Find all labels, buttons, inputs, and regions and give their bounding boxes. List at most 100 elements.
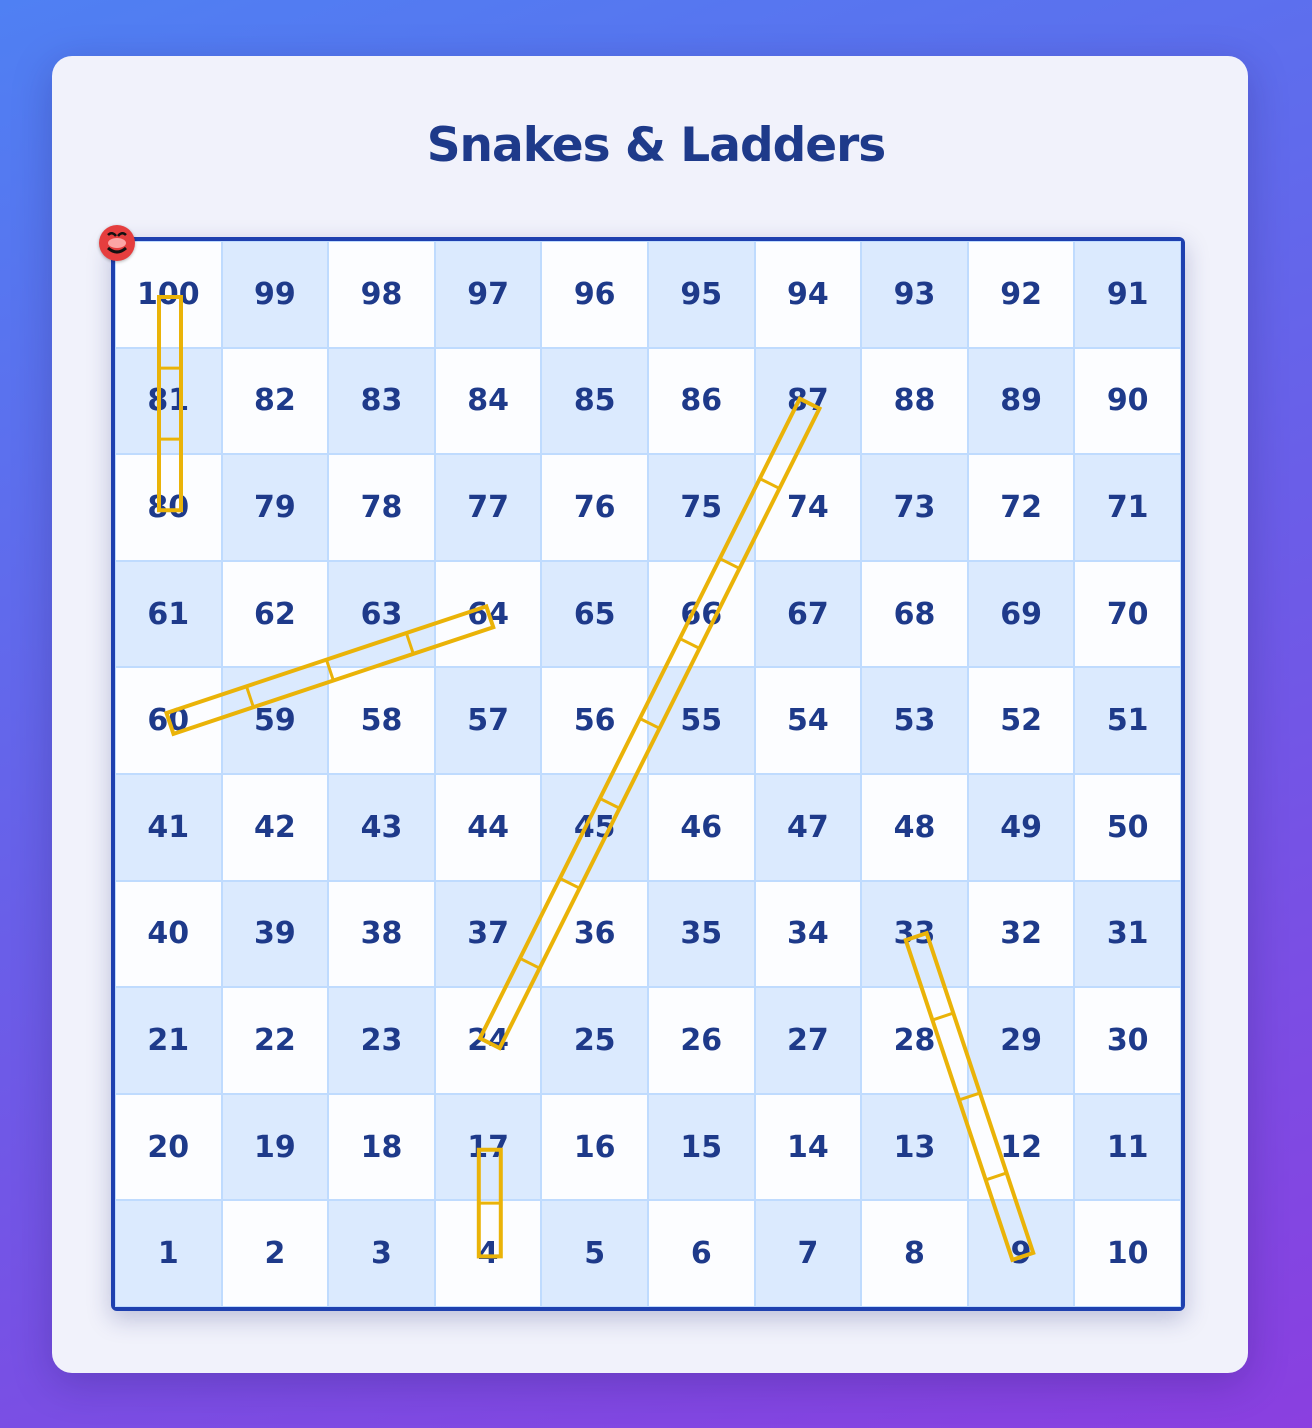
board-cell-52: 52	[967, 667, 1075, 774]
page-title: Snakes & Ladders	[426, 118, 887, 173]
board-cell-75: 75	[647, 454, 755, 561]
board-cell-83: 83	[328, 347, 435, 455]
board-cell-70: 70	[1074, 560, 1181, 668]
board-cell-59: 59	[221, 667, 329, 774]
board-cell-9: 9	[967, 1200, 1075, 1307]
board-cell-99: 99	[221, 241, 329, 348]
board-cell-12: 12	[967, 1093, 1075, 1201]
board-cell-60: 60	[115, 667, 222, 774]
board-cell-62: 62	[221, 560, 329, 668]
board-cell-47: 47	[754, 773, 862, 881]
board-cell-49: 49	[967, 773, 1075, 881]
board-cell-42: 42	[221, 773, 329, 881]
board-cell-30: 30	[1074, 987, 1181, 1094]
board-cell-80: 80	[115, 454, 222, 561]
board-cell-26: 26	[647, 987, 755, 1094]
board-cell-40: 40	[115, 880, 222, 988]
board-cell-81: 81	[115, 347, 222, 455]
board-cell-5: 5	[541, 1200, 648, 1307]
board-cell-1: 1	[115, 1200, 222, 1307]
board-cell-38: 38	[328, 880, 435, 988]
board-cell-11: 11	[1074, 1093, 1181, 1201]
board-cell-22: 22	[221, 987, 329, 1094]
board-cell-93: 93	[861, 241, 968, 348]
board-cell-89: 89	[967, 347, 1075, 455]
board-cell-76: 76	[541, 454, 648, 561]
board-cell-29: 29	[967, 987, 1075, 1094]
board-cell-17: 17	[434, 1093, 542, 1201]
board-cell-16: 16	[541, 1093, 648, 1201]
board-cell-4: 4	[434, 1200, 542, 1307]
board-cell-6: 6	[647, 1200, 755, 1307]
board-cell-53: 53	[861, 667, 968, 774]
board-cell-82: 82	[221, 347, 329, 455]
board-cell-78: 78	[328, 454, 435, 561]
board-cell-100: 100	[115, 241, 222, 348]
board-cell-61: 61	[115, 560, 222, 668]
board-cell-37: 37	[434, 880, 542, 988]
board-cell-41: 41	[115, 773, 222, 881]
board-cell-2: 2	[221, 1200, 329, 1307]
board-cell-46: 46	[647, 773, 755, 881]
board-cell-95: 95	[647, 241, 755, 348]
board-cell-54: 54	[754, 667, 862, 774]
board-cell-50: 50	[1074, 773, 1181, 881]
board-cell-91: 91	[1074, 241, 1181, 348]
board-cell-24: 24	[434, 987, 542, 1094]
board-cell-13: 13	[861, 1093, 968, 1201]
board-cell-63: 63	[328, 560, 435, 668]
board-cell-31: 31	[1074, 880, 1181, 988]
board-cell-98: 98	[328, 241, 435, 348]
board-cell-35: 35	[647, 880, 755, 988]
board-cell-72: 72	[967, 454, 1075, 561]
board-cell-18: 18	[328, 1093, 435, 1201]
board-cell-14: 14	[754, 1093, 862, 1201]
board-cell-77: 77	[434, 454, 542, 561]
board-cell-67: 67	[754, 560, 862, 668]
board-cell-86: 86	[647, 347, 755, 455]
board-cell-3: 3	[328, 1200, 435, 1307]
board-cell-55: 55	[647, 667, 755, 774]
board-cell-34: 34	[754, 880, 862, 988]
board-cell-94: 94	[754, 241, 862, 348]
board-cell-57: 57	[434, 667, 542, 774]
board-cell-65: 65	[541, 560, 648, 668]
board-cell-7: 7	[754, 1200, 862, 1307]
board-cell-44: 44	[434, 773, 542, 881]
board-cell-21: 21	[115, 987, 222, 1094]
board-cell-56: 56	[541, 667, 648, 774]
board-cell-74: 74	[754, 454, 862, 561]
board-cell-84: 84	[434, 347, 542, 455]
game-board: 100 99 98 97 96 95 94 93 92 91 81 82 83 84 85 86 87 88 89 9…	[111, 237, 1185, 1311]
smiling-face-token-icon[interactable]	[99, 225, 135, 261]
board-cell-87: 87	[754, 347, 862, 455]
board-cell-88: 88	[861, 347, 968, 455]
board-cell-79: 79	[221, 454, 329, 561]
board-cell-19: 19	[221, 1093, 329, 1201]
board-cell-92: 92	[967, 241, 1075, 348]
board-cell-45: 45	[541, 773, 648, 881]
board-cell-97: 97	[434, 241, 542, 348]
board-cell-23: 23	[328, 987, 435, 1094]
board-cell-28: 28	[861, 987, 968, 1094]
board-cell-33: 33	[861, 880, 968, 988]
board-cell-71: 71	[1074, 454, 1181, 561]
board-cell-90: 90	[1074, 347, 1181, 455]
board-cell-10: 10	[1074, 1200, 1181, 1307]
board-cell-66: 66	[647, 560, 755, 668]
board-cell-69: 69	[967, 560, 1075, 668]
board-cell-36: 36	[541, 880, 648, 988]
board-cell-51: 51	[1074, 667, 1181, 774]
board-cell-96: 96	[541, 241, 648, 348]
board-cell-39: 39	[221, 880, 329, 988]
board-cell-27: 27	[754, 987, 862, 1094]
board-cell-20: 20	[115, 1093, 222, 1201]
board-cell-43: 43	[328, 773, 435, 881]
board-cell-68: 68	[861, 560, 968, 668]
board-cell-32: 32	[967, 880, 1075, 988]
board-cell-85: 85	[541, 347, 648, 455]
board-cell-8: 8	[861, 1200, 968, 1307]
board-cell-58: 58	[328, 667, 435, 774]
board-cell-73: 73	[861, 454, 968, 561]
board-cell-25: 25	[541, 987, 648, 1094]
